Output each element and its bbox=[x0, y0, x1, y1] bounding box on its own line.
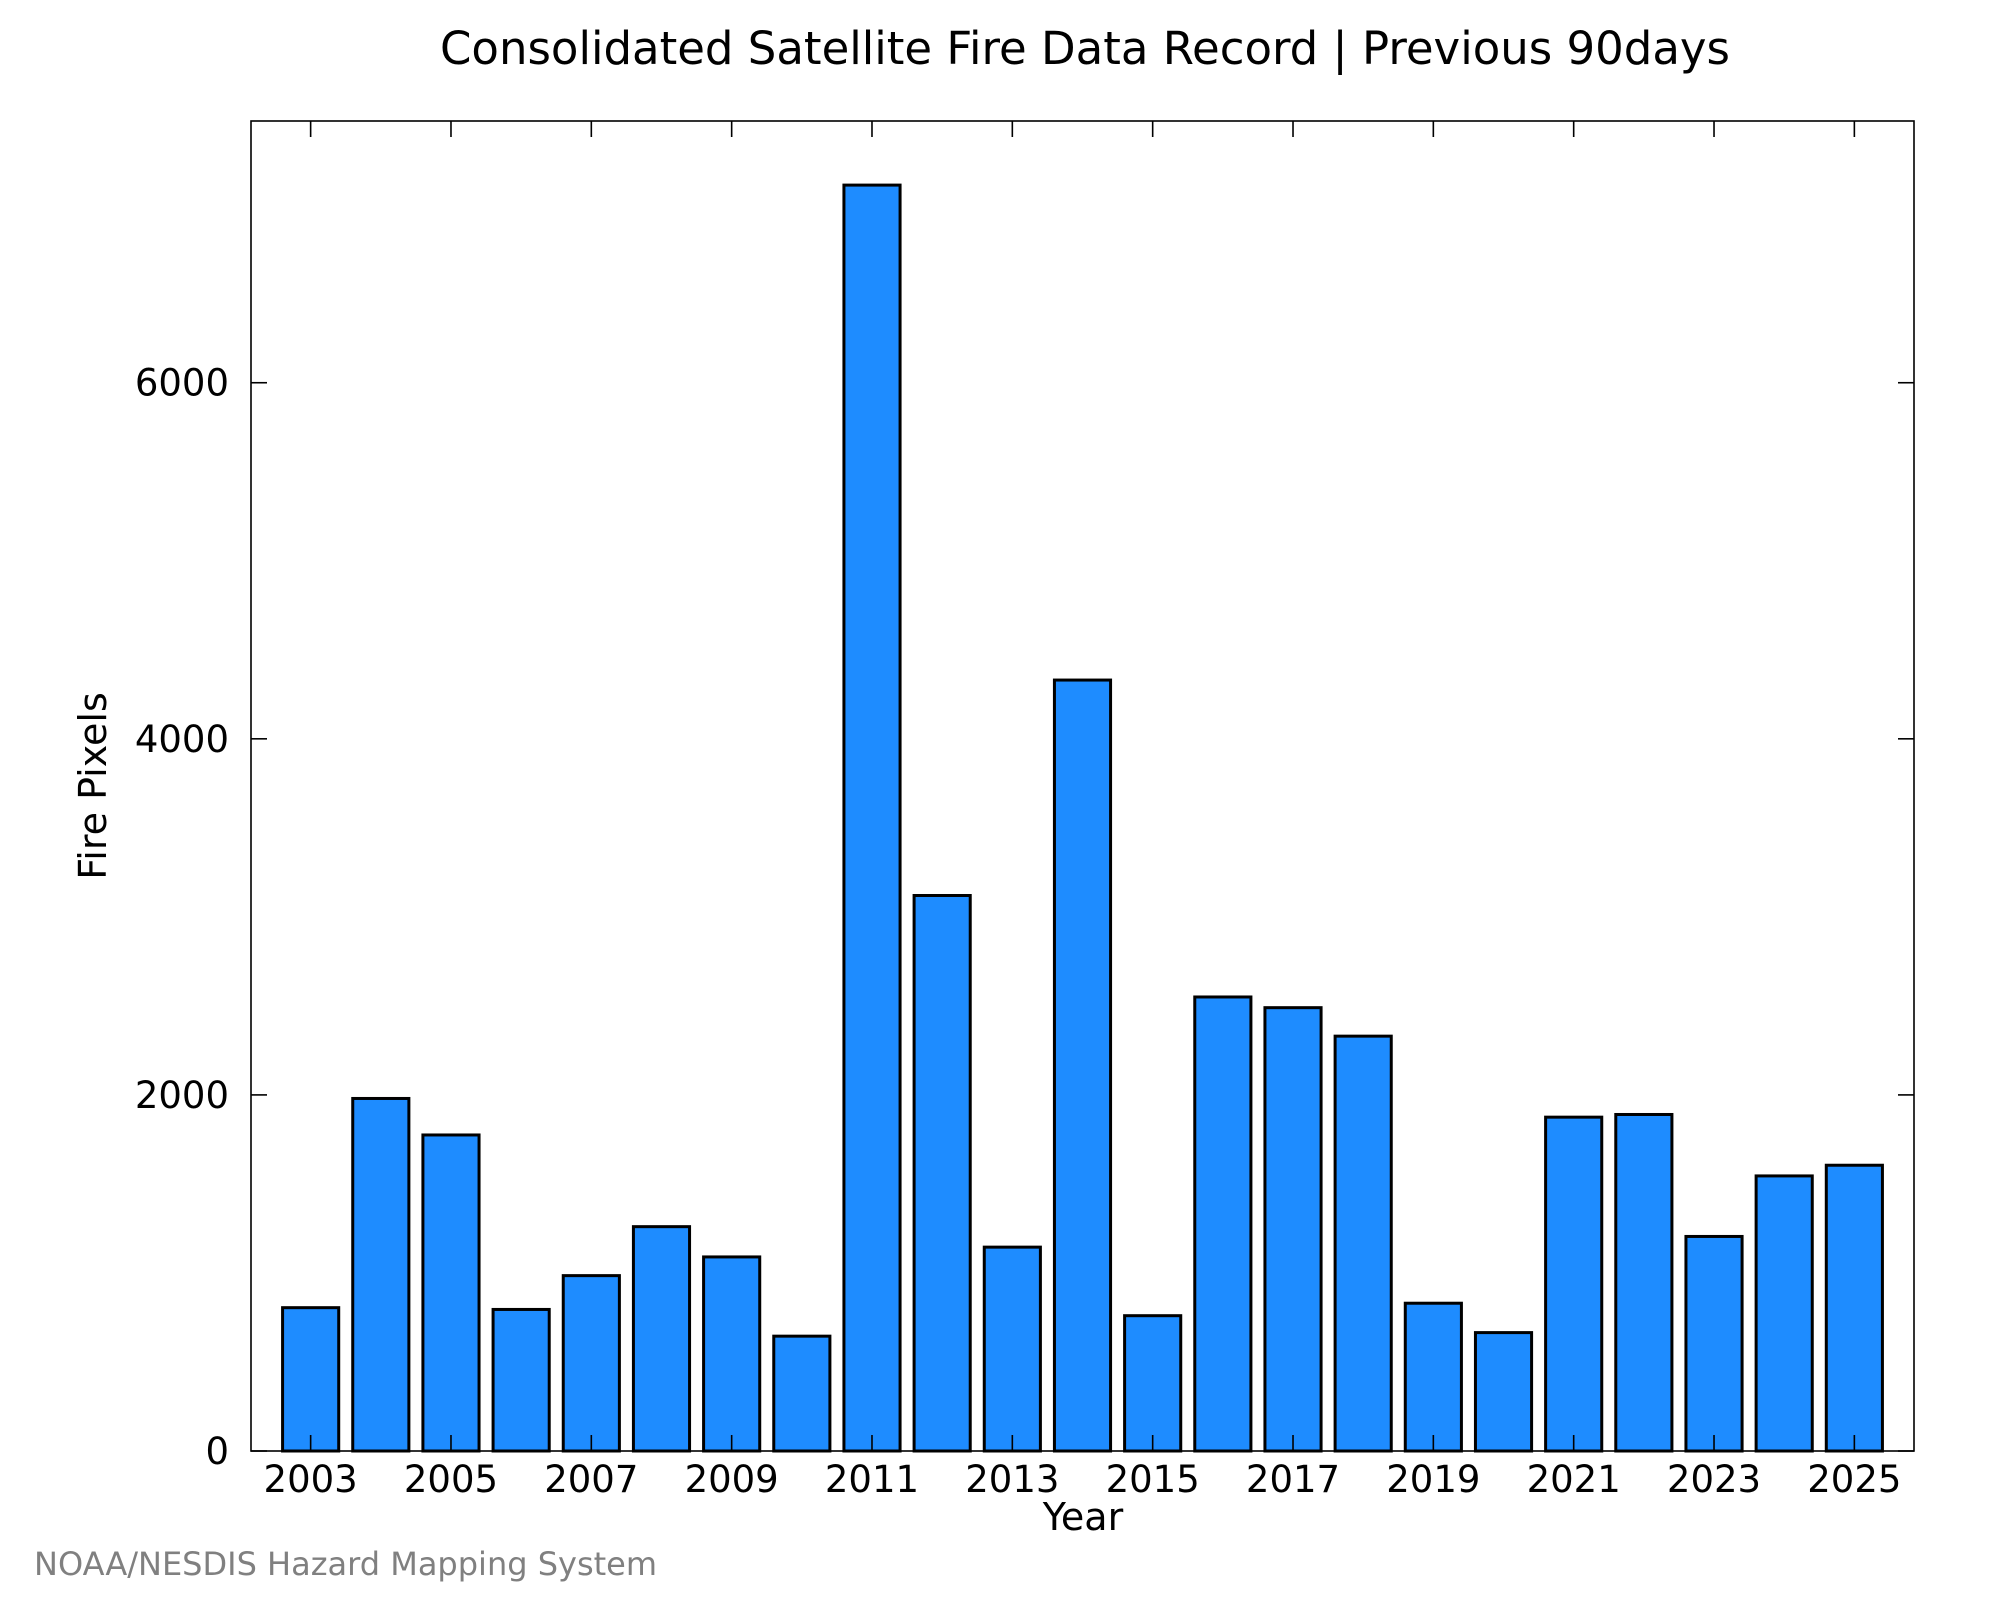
bar-2012 bbox=[912, 894, 972, 1453]
tick-labels-layer: 2003 2005 2007 2009 2011 2013 2015 2017 2019 2021… bbox=[135, 362, 1902, 1501]
bar-2013 bbox=[982, 1245, 1042, 1453]
bar-2018 bbox=[1333, 1034, 1393, 1453]
x-tick-label-2003: 2003 bbox=[264, 1458, 358, 1501]
bar-2014 bbox=[1052, 678, 1113, 1453]
bar-2019 bbox=[1403, 1301, 1463, 1453]
x-tick-label-2011: 2011 bbox=[825, 1458, 919, 1501]
bar-2003 bbox=[281, 1306, 341, 1453]
x-tick-label-2017: 2017 bbox=[1246, 1458, 1340, 1501]
bar-2016 bbox=[1193, 995, 1253, 1453]
plot-frame bbox=[250, 120, 1915, 1452]
bar-2015 bbox=[1123, 1314, 1183, 1453]
x-tick-label-2007: 2007 bbox=[544, 1458, 638, 1501]
bar-2023 bbox=[1684, 1234, 1744, 1453]
y-axis-label: Fire Pixels bbox=[71, 692, 115, 880]
bar-2017 bbox=[1263, 1006, 1323, 1453]
y-tick-label-6000: 6000 bbox=[135, 362, 229, 405]
bar-2011 bbox=[842, 183, 902, 1453]
bar-2009 bbox=[702, 1255, 762, 1453]
x-tick-label-2015: 2015 bbox=[1106, 1458, 1200, 1501]
chart-title: Consolidated Satellite Fire Data Record … bbox=[440, 22, 1730, 75]
bar-2022 bbox=[1614, 1112, 1674, 1453]
bar-2006 bbox=[491, 1307, 551, 1453]
bar-2025 bbox=[1824, 1163, 1884, 1453]
credit-text: NOAA/NESDIS Hazard Mapping System bbox=[34, 1545, 657, 1583]
bars-layer bbox=[281, 183, 1884, 1453]
y-tick-label-2000: 2000 bbox=[135, 1074, 229, 1117]
bar-2020 bbox=[1473, 1331, 1534, 1453]
x-axis-label: Year bbox=[1042, 1495, 1124, 1539]
x-tick-label-2021: 2021 bbox=[1527, 1458, 1621, 1501]
bar-2005 bbox=[421, 1133, 481, 1453]
bar-2008 bbox=[631, 1225, 692, 1453]
bar-2024 bbox=[1754, 1174, 1814, 1453]
y-tick-label-4000: 4000 bbox=[135, 718, 229, 761]
x-tick-label-2009: 2009 bbox=[685, 1458, 779, 1501]
x-tick-label-2025: 2025 bbox=[1807, 1458, 1901, 1501]
bar-2021 bbox=[1544, 1115, 1604, 1453]
x-tick-label-2019: 2019 bbox=[1386, 1458, 1480, 1501]
y-tick-label-0: 0 bbox=[205, 1430, 229, 1473]
bar-2004 bbox=[351, 1096, 411, 1453]
x-tick-label-2023: 2023 bbox=[1667, 1458, 1761, 1501]
bar-2007 bbox=[561, 1274, 621, 1453]
bar-2010 bbox=[772, 1334, 832, 1453]
x-tick-label-2005: 2005 bbox=[404, 1458, 498, 1501]
x-tick-label-2013: 2013 bbox=[965, 1458, 1059, 1501]
